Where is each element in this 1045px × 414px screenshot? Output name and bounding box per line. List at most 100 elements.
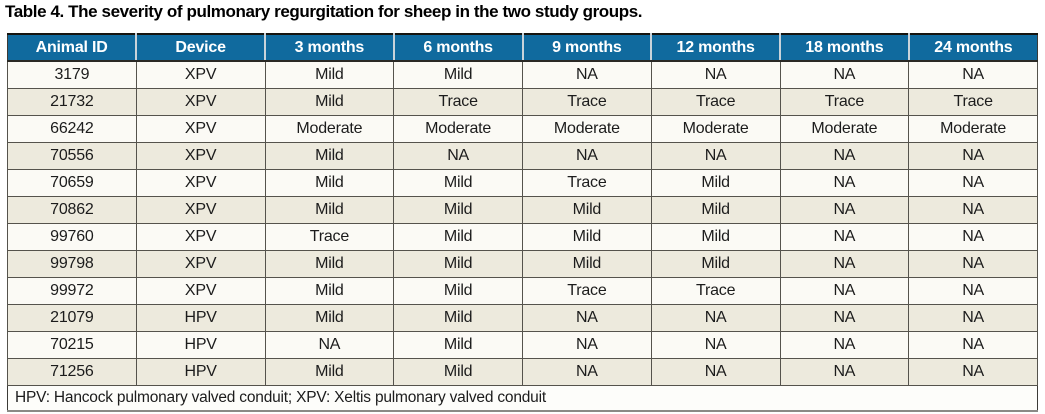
table-cell: Mild [264, 277, 395, 305]
table-cell: XPV [135, 196, 266, 224]
table-cell: Moderate [393, 115, 523, 143]
table-cell: Mild [650, 223, 781, 251]
table-cell: 70659 [7, 169, 137, 197]
table-cell: NA [908, 223, 1038, 251]
table-cell: NA [393, 142, 523, 170]
table-cell: Moderate [779, 115, 910, 143]
table-cell: 21079 [7, 304, 137, 332]
table-cell: 99760 [7, 223, 137, 251]
table-cell: Mild [393, 196, 523, 224]
table-cell: Mild [522, 250, 652, 278]
table-cell: Mild [650, 250, 781, 278]
table-cell: XPV [135, 277, 266, 305]
table-cell: NA [908, 304, 1038, 332]
table-cell: NA [779, 358, 910, 386]
table-row: 70862 XPV Mild Mild Mild Mild NA NA [7, 196, 1038, 224]
table-cell: NA [779, 331, 910, 359]
table-cell: NA [908, 196, 1038, 224]
table-row: 99972 XPV Mild Mild Trace Trace NA NA [7, 277, 1038, 305]
table-cell: 66242 [7, 115, 137, 143]
table-row: 71256 HPV Mild Mild NA NA NA NA [7, 358, 1038, 386]
table-row: 70659 XPV Mild Mild Trace Mild NA NA [7, 169, 1038, 197]
table-cell: 21732 [7, 88, 137, 116]
table-cell: Mild [264, 250, 395, 278]
column-header-12-months: 12 months [650, 34, 780, 62]
table-cell: Trace [522, 277, 652, 305]
table-cell: 3179 [7, 60, 137, 89]
footnote-row: HPV: Hancock pulmonary valved conduit; X… [7, 385, 1038, 411]
table-cell: NA [264, 331, 395, 359]
table-cell: 70556 [7, 142, 137, 170]
table-cell: NA [779, 142, 910, 170]
table-cell: XPV [135, 115, 266, 143]
column-header-24-months: 24 months [907, 34, 1038, 62]
table-cell: NA [779, 304, 910, 332]
table-cell: NA [779, 223, 910, 251]
table-cell: NA [522, 304, 652, 332]
table-cell: 70215 [7, 331, 137, 359]
column-header-9-months: 9 months [521, 34, 652, 62]
table-cell: Mild [393, 169, 523, 197]
table-cell: 99972 [7, 277, 137, 305]
table-cell: XPV [135, 88, 266, 116]
table-row: 99798 XPV Mild Mild Mild Mild NA NA [7, 250, 1038, 278]
table-row: 3179 XPV Mild Mild NA NA NA NA [7, 60, 1038, 89]
table-cell: XPV [135, 142, 266, 170]
table-row: 70215 HPV NA Mild NA NA NA NA [7, 331, 1038, 359]
table-cell: NA [908, 142, 1038, 170]
table-row: 99760 XPV Trace Mild Mild Mild NA NA [7, 223, 1038, 251]
table-cell: NA [522, 142, 652, 170]
table-cell: Mild [264, 60, 395, 89]
table-cell: NA [650, 142, 781, 170]
table-cell: XPV [135, 60, 266, 89]
table-cell: NA [779, 250, 910, 278]
table-cell: NA [522, 358, 652, 386]
table-cell: HPV [135, 358, 266, 386]
table-cell: Mild [264, 358, 395, 386]
table-cell: Mild [393, 277, 523, 305]
table-cell: NA [650, 358, 781, 386]
table-cell: Mild [393, 250, 523, 278]
table-body: 3179 XPV Mild Mild NA NA NA NA 21732 XPV Mild Trace… [7, 60, 1038, 386]
column-header-device: Device [135, 34, 265, 62]
table-cell: NA [522, 60, 652, 89]
table-cell: Trace [522, 88, 652, 116]
table-cell: XPV [135, 223, 266, 251]
table-cell: NA [779, 169, 910, 197]
table-cell: Moderate [908, 115, 1038, 143]
table-cell: HPV [135, 331, 266, 359]
table-row: 21079 HPV Mild Mild NA NA NA NA [7, 304, 1038, 332]
table-cell: NA [779, 196, 910, 224]
severity-table: Animal ID Device 3 months 6 months 9 mon… [7, 33, 1038, 412]
table-cell: NA [779, 277, 910, 305]
table-row: 66242 XPV Moderate Moderate Moderate Moderate… [7, 115, 1038, 143]
table-cell: Trace [650, 277, 781, 305]
table-cell: NA [908, 331, 1038, 359]
table-cell: NA [779, 60, 910, 89]
table-cell: Mild [522, 196, 652, 224]
table-cell: 71256 [7, 358, 137, 386]
table-cell: Mild [650, 196, 781, 224]
table-cell: Moderate [522, 115, 652, 143]
table-cell: NA [908, 358, 1038, 386]
table-cell: XPV [135, 250, 266, 278]
table-cell: Trace [908, 88, 1038, 116]
table-cell: NA [908, 250, 1038, 278]
table-cell: Moderate [650, 115, 781, 143]
table-cell: Trace [650, 88, 781, 116]
table-cell: Mild [522, 223, 652, 251]
column-header-18-months: 18 months [779, 34, 909, 62]
header-row: Animal ID Device 3 months 6 months 9 mon… [7, 34, 1038, 62]
table-cell: Mild [393, 331, 523, 359]
table-title: Table 4. The severity of pulmonary regur… [5, 2, 643, 21]
table-cell: Trace [393, 88, 523, 116]
table-cell: Moderate [264, 115, 395, 143]
table-cell: 70862 [7, 196, 137, 224]
table-cell: 99798 [7, 250, 137, 278]
table-cell: Mild [393, 304, 523, 332]
table-cell: NA [650, 331, 781, 359]
column-header-6-months: 6 months [392, 34, 523, 62]
table-cell: Mild [393, 60, 523, 89]
table-footnote: HPV: Hancock pulmonary valved conduit; X… [7, 385, 1038, 411]
table-cell: Mild [264, 304, 395, 332]
